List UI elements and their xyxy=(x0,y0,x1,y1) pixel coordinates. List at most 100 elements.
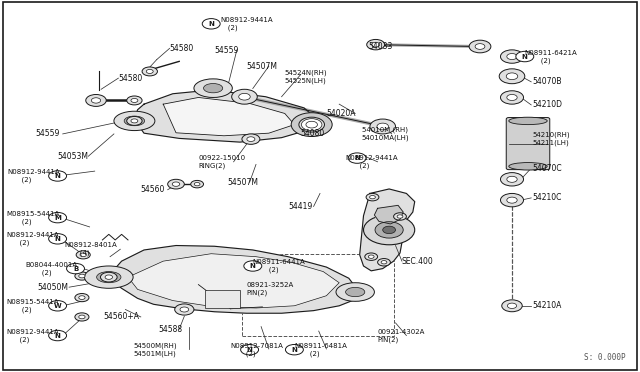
Circle shape xyxy=(367,39,385,50)
Text: 54053M: 54053M xyxy=(58,152,88,161)
Ellipse shape xyxy=(336,283,374,301)
Ellipse shape xyxy=(194,79,232,97)
Text: 54559: 54559 xyxy=(35,129,60,138)
Circle shape xyxy=(348,153,366,163)
Circle shape xyxy=(76,251,90,259)
Circle shape xyxy=(500,173,524,186)
Circle shape xyxy=(239,93,250,100)
Circle shape xyxy=(291,113,332,137)
Circle shape xyxy=(168,179,184,189)
Circle shape xyxy=(301,119,322,131)
Circle shape xyxy=(180,307,189,312)
Text: 00922-15010
RING(2): 00922-15010 RING(2) xyxy=(198,155,246,169)
Text: 54559: 54559 xyxy=(214,46,239,55)
Text: 54210C: 54210C xyxy=(532,193,562,202)
Circle shape xyxy=(285,344,303,355)
Text: 54507M: 54507M xyxy=(246,62,277,71)
Text: 54070B: 54070B xyxy=(532,77,562,86)
Circle shape xyxy=(244,261,262,271)
Text: 54033: 54033 xyxy=(368,42,392,51)
Circle shape xyxy=(500,91,524,104)
Text: N: N xyxy=(246,347,253,353)
Text: 54210D: 54210D xyxy=(532,100,563,109)
Ellipse shape xyxy=(204,83,223,93)
Circle shape xyxy=(142,67,157,76)
Circle shape xyxy=(79,315,85,319)
Text: 54560: 54560 xyxy=(141,185,165,194)
Circle shape xyxy=(247,137,255,141)
Text: 08921-3252A
PIN(2): 08921-3252A PIN(2) xyxy=(246,282,294,296)
Circle shape xyxy=(500,50,524,63)
Text: N: N xyxy=(54,236,61,242)
Circle shape xyxy=(49,330,67,341)
Polygon shape xyxy=(374,205,403,224)
Circle shape xyxy=(469,40,491,53)
Circle shape xyxy=(172,182,180,186)
Circle shape xyxy=(366,193,379,201)
Text: 54588: 54588 xyxy=(159,325,183,334)
Text: 54507M: 54507M xyxy=(227,178,258,187)
Text: 54524N(RH)
54525N(LH): 54524N(RH) 54525N(LH) xyxy=(285,69,328,83)
Circle shape xyxy=(202,19,220,29)
Polygon shape xyxy=(163,97,294,136)
Circle shape xyxy=(195,182,200,186)
Circle shape xyxy=(502,300,522,312)
Text: 54070C: 54070C xyxy=(532,164,562,173)
Text: N: N xyxy=(354,155,360,161)
Circle shape xyxy=(147,70,153,73)
Circle shape xyxy=(370,195,375,199)
Text: SEC.400: SEC.400 xyxy=(402,257,434,266)
Ellipse shape xyxy=(509,163,547,170)
Text: 54210(RH)
54211(LH): 54210(RH) 54211(LH) xyxy=(532,131,570,145)
Text: N08912-9441A
   (2): N08912-9441A (2) xyxy=(221,17,273,31)
Circle shape xyxy=(500,193,524,207)
Circle shape xyxy=(75,272,89,280)
Circle shape xyxy=(241,344,259,355)
Circle shape xyxy=(383,226,396,234)
Text: N: N xyxy=(291,347,298,353)
Circle shape xyxy=(67,263,84,274)
Text: N08912-8401A
       (4): N08912-8401A (4) xyxy=(64,242,116,256)
Circle shape xyxy=(299,117,324,132)
Text: 54560+A: 54560+A xyxy=(104,312,140,321)
Text: 54210A: 54210A xyxy=(532,301,562,310)
Circle shape xyxy=(92,98,100,103)
Text: N08911-6441A
       (2): N08911-6441A (2) xyxy=(253,259,305,273)
Text: N: N xyxy=(54,173,61,179)
Circle shape xyxy=(508,303,516,308)
Circle shape xyxy=(507,54,517,60)
Ellipse shape xyxy=(509,117,547,125)
Polygon shape xyxy=(108,246,358,313)
Text: N08912-9441A
      (2): N08912-9441A (2) xyxy=(8,169,60,183)
Text: M08915-5441A
       (2): M08915-5441A (2) xyxy=(6,211,60,225)
Circle shape xyxy=(507,197,517,203)
Circle shape xyxy=(49,212,67,223)
FancyBboxPatch shape xyxy=(506,118,550,170)
Circle shape xyxy=(49,301,67,311)
Circle shape xyxy=(506,73,518,80)
Circle shape xyxy=(370,119,396,134)
Circle shape xyxy=(49,234,67,244)
Ellipse shape xyxy=(97,272,121,283)
Text: B08044-4001A
       (2): B08044-4001A (2) xyxy=(26,262,77,276)
Text: 00921-4302A
PIN(2): 00921-4302A PIN(2) xyxy=(378,328,425,343)
Text: N08911-6481A
       (2): N08911-6481A (2) xyxy=(294,343,348,357)
Circle shape xyxy=(80,253,86,257)
Polygon shape xyxy=(134,90,317,142)
Ellipse shape xyxy=(124,116,145,126)
Circle shape xyxy=(75,313,89,321)
Polygon shape xyxy=(360,189,415,271)
Text: 54020A: 54020A xyxy=(326,109,356,118)
Text: N08912-7081A
       (2): N08912-7081A (2) xyxy=(230,343,284,357)
Circle shape xyxy=(105,275,113,279)
Circle shape xyxy=(369,255,374,259)
Bar xyxy=(205,290,240,308)
Circle shape xyxy=(507,94,517,100)
Circle shape xyxy=(49,171,67,181)
Text: N: N xyxy=(522,54,528,60)
Circle shape xyxy=(507,176,517,182)
Circle shape xyxy=(306,121,317,128)
Text: N08915-5441A
       (2): N08915-5441A (2) xyxy=(6,299,59,313)
Circle shape xyxy=(364,215,415,245)
Text: B: B xyxy=(73,266,78,272)
